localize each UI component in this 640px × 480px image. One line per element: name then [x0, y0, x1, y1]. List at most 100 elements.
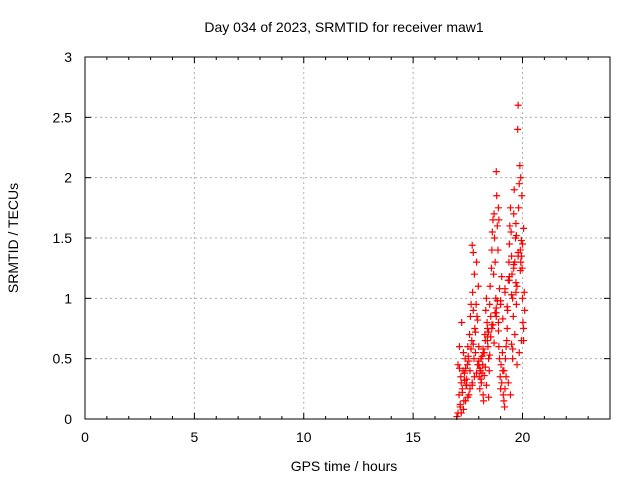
data-point — [463, 361, 471, 369]
data-point — [491, 234, 498, 242]
data-point — [461, 369, 469, 377]
data-point — [520, 288, 528, 296]
data-point — [503, 337, 511, 345]
data-point — [480, 397, 488, 405]
data-point — [518, 192, 526, 200]
data-point — [506, 204, 514, 212]
data-point — [512, 279, 520, 287]
data-point — [504, 379, 512, 387]
data-point — [481, 363, 489, 371]
data-point — [472, 300, 480, 308]
data-point — [497, 297, 505, 305]
data-point — [520, 325, 528, 332]
x-axis-label: GPS time / hours — [291, 458, 398, 474]
data-point — [510, 261, 518, 269]
data-point — [462, 397, 470, 405]
data-point — [519, 294, 526, 302]
data-point — [512, 288, 520, 296]
y-tick-label: 2.5 — [53, 109, 73, 125]
data-point — [494, 246, 502, 254]
data-point — [468, 381, 476, 389]
x-tick-label: 20 — [515, 429, 531, 445]
data-point — [517, 337, 525, 345]
data-point — [514, 248, 522, 256]
data-point — [496, 373, 504, 381]
x-tick-label: 0 — [81, 429, 89, 445]
data-point — [515, 349, 523, 357]
data-point — [485, 393, 493, 401]
data-point — [510, 186, 518, 194]
x-tick-label: 5 — [190, 429, 198, 445]
data-point — [479, 345, 487, 353]
data-point — [470, 270, 478, 278]
data-point — [483, 318, 491, 326]
grid-lines — [85, 57, 610, 419]
data-point — [516, 162, 524, 170]
data-point — [458, 318, 466, 326]
data-point — [474, 316, 482, 324]
data-point — [485, 355, 493, 363]
data-point — [517, 236, 525, 244]
data-point — [494, 204, 502, 212]
data-point — [471, 328, 479, 336]
data-point — [491, 309, 499, 317]
data-point — [505, 258, 513, 266]
data-point — [490, 270, 498, 278]
data-point — [506, 222, 514, 230]
data-point — [512, 300, 520, 308]
data-point — [469, 306, 477, 314]
data-point — [503, 303, 511, 311]
data-point — [469, 248, 477, 256]
data-point — [493, 222, 501, 230]
data-point — [501, 403, 509, 411]
data-point — [501, 285, 509, 293]
data-point — [500, 367, 508, 375]
y-tick-label: 1.5 — [53, 230, 73, 246]
data-point — [517, 174, 525, 182]
y-axis-label: SRMTID / TECUs — [5, 183, 21, 293]
data-point — [456, 364, 463, 372]
data-point — [466, 367, 474, 375]
data-point — [458, 388, 466, 396]
data-point — [476, 364, 484, 372]
data-point — [489, 216, 497, 224]
data-point — [462, 364, 470, 372]
data-point — [475, 343, 483, 351]
data-point — [487, 333, 495, 341]
data-point — [494, 318, 502, 326]
data-point — [459, 349, 467, 357]
data-point — [498, 273, 506, 281]
data-point — [473, 258, 481, 266]
data-point — [508, 291, 516, 299]
data-point — [501, 355, 509, 363]
data-point — [457, 373, 465, 381]
data-point — [505, 273, 513, 281]
data-point — [498, 379, 506, 387]
data-point — [492, 304, 500, 312]
data-point — [480, 372, 488, 380]
data-point — [466, 331, 474, 339]
data-point — [509, 345, 517, 353]
data-point — [485, 328, 493, 336]
data-point — [515, 204, 523, 212]
data-point — [486, 282, 494, 290]
data-point — [488, 246, 496, 254]
data-point — [484, 343, 492, 351]
data-point — [509, 312, 517, 320]
data-point — [514, 125, 522, 133]
data-point — [465, 357, 473, 365]
data-point — [506, 391, 514, 399]
y-tick-labels: 0 0.5 1 1.5 2 2.5 3 — [53, 49, 73, 427]
data-point — [468, 337, 476, 345]
data-point — [487, 264, 495, 272]
data-point — [519, 318, 527, 326]
data-point — [469, 340, 477, 348]
data-point — [464, 352, 472, 360]
data-point — [471, 349, 479, 357]
data-point — [482, 294, 490, 302]
data-point — [510, 210, 518, 218]
data-point — [477, 375, 485, 383]
data-point — [461, 376, 469, 384]
data-point — [509, 355, 517, 363]
